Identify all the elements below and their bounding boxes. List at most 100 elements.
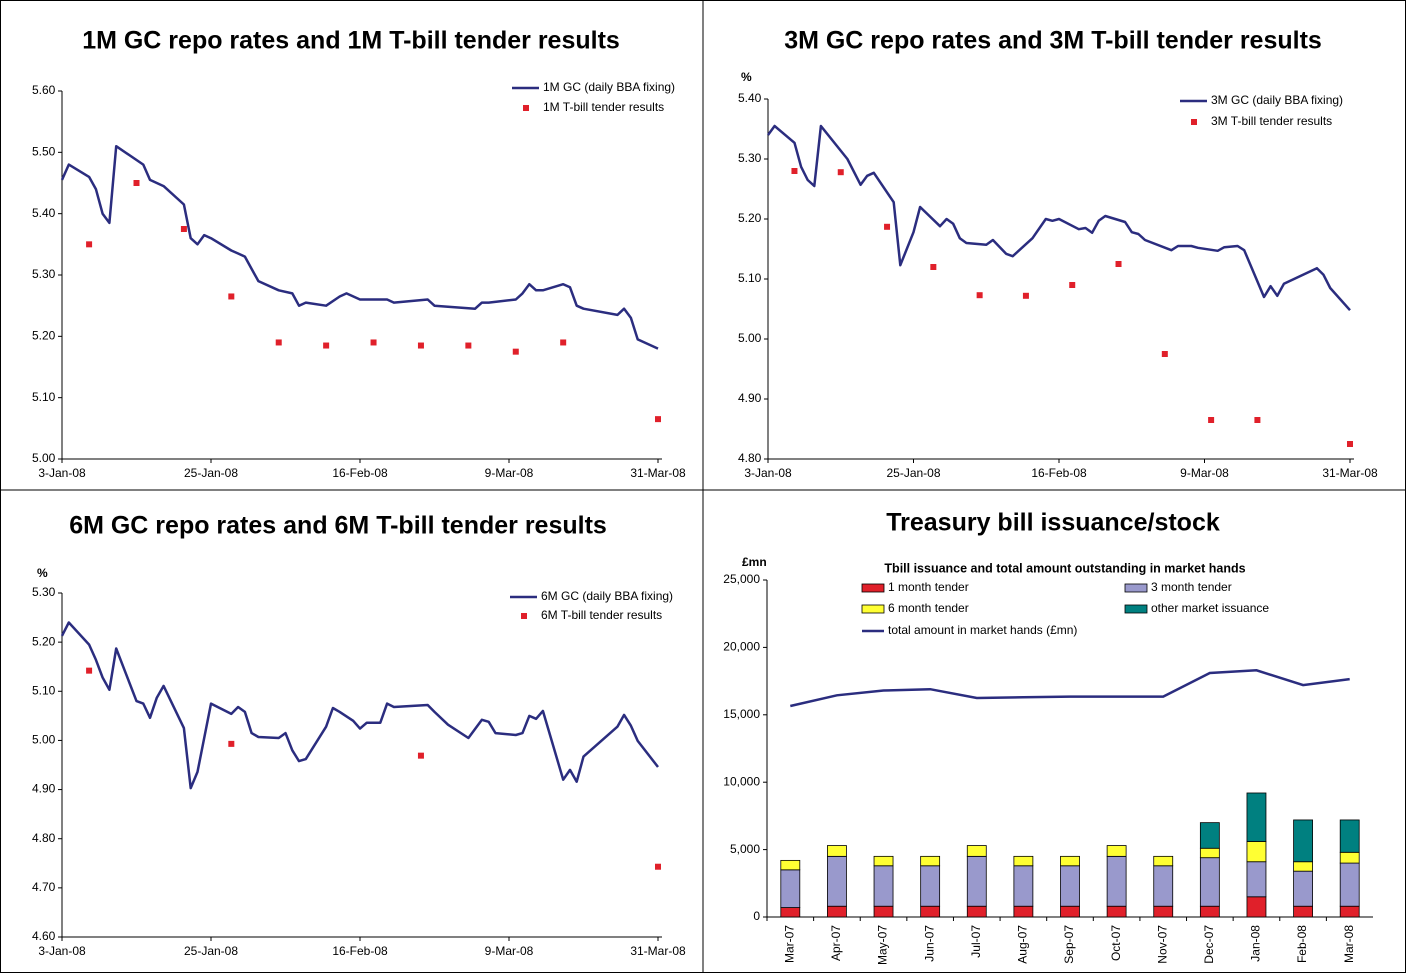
bar-segment xyxy=(1060,855,1080,867)
bar-segment xyxy=(780,907,801,918)
y-tick-label: 4.80 xyxy=(32,831,56,845)
bar-segment xyxy=(1013,905,1034,918)
marker xyxy=(1022,292,1029,299)
bar-segment xyxy=(1246,896,1267,918)
x-tick-label: Jan-08 xyxy=(1249,925,1263,962)
bar-segment xyxy=(780,859,801,871)
series-line xyxy=(790,669,1350,708)
x-tick-label: 31-Mar-08 xyxy=(630,944,686,958)
bar-segment xyxy=(1339,905,1360,918)
bar-segment xyxy=(1293,861,1313,872)
legend-swatch xyxy=(861,583,885,593)
x-tick-label: Jul-07 xyxy=(969,925,983,958)
legend-swatch xyxy=(861,604,885,614)
marker xyxy=(976,292,983,299)
y-tick-label: 5.10 xyxy=(738,271,762,285)
y-tick-label: 0 xyxy=(753,909,760,923)
marker xyxy=(370,339,377,346)
marker xyxy=(275,339,282,346)
x-tick-label: 3-Jan-08 xyxy=(744,466,792,480)
y-tick-label: 5.30 xyxy=(738,151,762,165)
x-tick-label: 16-Feb-08 xyxy=(332,466,388,480)
bar-segment xyxy=(1246,861,1267,898)
x-tick-label: 9-Mar-08 xyxy=(485,466,534,480)
marker xyxy=(1115,261,1122,267)
x-tick-label: Jun-07 xyxy=(922,925,936,962)
legend-label: 1M T-bill tender results xyxy=(543,100,664,114)
bar-segment xyxy=(1106,855,1127,907)
y-tick-label: 5.10 xyxy=(32,683,56,697)
bar-segment xyxy=(920,865,941,907)
marker xyxy=(655,863,661,870)
marker xyxy=(417,342,424,349)
bar-segment xyxy=(1293,905,1313,918)
legend-label: 1 month tender xyxy=(888,580,969,594)
legend-label: 6M T-bill tender results xyxy=(541,608,662,622)
y-tick-label: 5.10 xyxy=(32,390,56,404)
y-tick-label: 5.00 xyxy=(32,733,56,747)
chart-title: 1M GC repo rates and 1M T-bill tender re… xyxy=(82,27,620,55)
bar-segment xyxy=(1153,865,1174,907)
marker xyxy=(1161,351,1168,357)
legend-label: total amount in market hands (£mn) xyxy=(888,623,1077,637)
series-line xyxy=(60,144,659,350)
x-tick-label: 31-Mar-08 xyxy=(630,466,686,480)
bar-segment xyxy=(1339,819,1360,853)
bar-segment xyxy=(873,865,894,907)
marker xyxy=(323,342,330,349)
y-tick-label: 5.30 xyxy=(32,585,56,599)
x-tick-label: 25-Jan-08 xyxy=(886,466,940,480)
bar-segment xyxy=(920,905,941,918)
y-tick-label: 4.60 xyxy=(32,929,56,943)
y-tick-label: 4.90 xyxy=(738,391,762,405)
marker xyxy=(655,416,661,423)
x-tick-label: Dec-07 xyxy=(1202,925,1216,964)
bar-segment xyxy=(1339,851,1360,864)
marker xyxy=(930,264,937,270)
bar-segment xyxy=(1153,855,1174,867)
bar-segment xyxy=(827,845,847,857)
legend-label: 3 month tender xyxy=(1151,580,1232,594)
x-tick-label: Aug-07 xyxy=(1016,925,1030,964)
x-tick-label: Mar-08 xyxy=(1342,925,1356,963)
y-axis-label: £mn xyxy=(742,555,767,569)
x-tick-label: 16-Feb-08 xyxy=(1031,466,1087,480)
y-axis-label: % xyxy=(741,70,752,84)
bar-segment xyxy=(966,855,987,907)
bar-segment xyxy=(1293,870,1313,907)
x-tick-label: Apr-07 xyxy=(829,925,843,961)
x-tick-label: Oct-07 xyxy=(1109,925,1123,961)
bar-segment xyxy=(1293,819,1313,863)
marker xyxy=(1254,417,1261,423)
bar-segment xyxy=(1199,822,1220,849)
bar-segment xyxy=(1060,905,1080,918)
y-tick-label: 15,000 xyxy=(723,707,760,721)
bar-segment xyxy=(1060,865,1080,907)
bar-segment xyxy=(1199,857,1220,907)
x-tick-label: 9-Mar-08 xyxy=(485,944,534,958)
y-tick-label: 4.90 xyxy=(32,782,56,796)
bar-segment xyxy=(1106,845,1127,857)
bar-segment xyxy=(1153,905,1174,918)
x-tick-label: 16-Feb-08 xyxy=(332,944,388,958)
y-tick-label: 25,000 xyxy=(723,572,760,586)
chart-title: Treasury bill issuance/stock xyxy=(886,509,1220,537)
marker xyxy=(228,740,235,747)
legend-label: 1M GC (daily BBA fixing) xyxy=(543,80,675,94)
marker xyxy=(86,667,93,674)
x-tick-label: 3-Jan-08 xyxy=(38,944,86,958)
legend-swatch xyxy=(1124,604,1148,614)
marker xyxy=(837,169,844,176)
y-tick-label: 5.40 xyxy=(32,206,56,220)
legend-label: 3M GC (daily BBA fixing) xyxy=(1211,93,1343,107)
y-tick-label: 5.20 xyxy=(32,329,56,343)
bar-segment xyxy=(920,855,941,867)
chart-title: 3M GC repo rates and 3M T-bill tender re… xyxy=(784,27,1322,55)
legend-label: 6M GC (daily BBA fixing) xyxy=(541,589,673,603)
legend-marker xyxy=(521,613,527,619)
bar-segment xyxy=(827,905,847,918)
series-line xyxy=(766,124,1351,312)
bar-segment xyxy=(873,855,894,867)
marker xyxy=(133,180,140,186)
y-tick-label: 5.40 xyxy=(738,91,762,105)
